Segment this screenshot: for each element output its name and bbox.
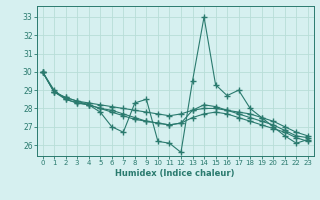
X-axis label: Humidex (Indice chaleur): Humidex (Indice chaleur)	[116, 169, 235, 178]
